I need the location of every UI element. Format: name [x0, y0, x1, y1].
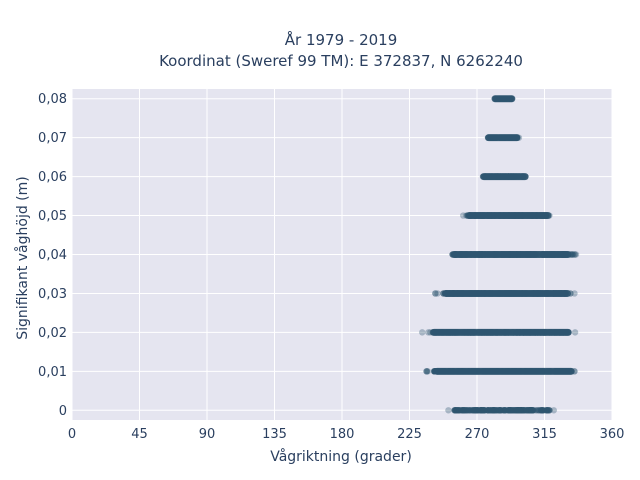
scatter-point	[572, 251, 580, 258]
scatter-point	[515, 407, 523, 414]
scatter-band	[445, 407, 557, 414]
scatter-band	[449, 251, 580, 258]
scatter-point	[523, 407, 530, 414]
x-axis-title: Vågriktning (grader)	[270, 448, 412, 465]
scatter-point	[456, 407, 463, 414]
x-axis-ticks: 0 45 90 135 180 225 270 315 360	[68, 427, 625, 442]
x-tick-label: 270	[465, 427, 490, 442]
scatter-point	[571, 251, 578, 258]
scatter-point	[460, 212, 467, 219]
scatter-band	[423, 367, 578, 375]
scatter-point	[571, 329, 579, 336]
scatter-point	[480, 407, 488, 414]
scatter-band	[484, 134, 523, 142]
y-axis-ticks: 0 0,01 0,02 0,03 0,04 0,05 0,06 0,07 0,08	[38, 92, 67, 419]
scatter-points	[419, 95, 580, 414]
y-tick-label: 0	[59, 404, 67, 419]
x-tick-label: 360	[600, 427, 625, 442]
x-tick-label: 180	[330, 427, 355, 442]
scatter-point	[543, 407, 550, 414]
x-tick-label: 0	[68, 427, 76, 442]
scatter-point	[571, 251, 579, 258]
x-tick-label: 225	[397, 427, 422, 442]
scatter-point	[452, 407, 459, 414]
y-tick-label: 0,03	[38, 287, 67, 302]
y-tick-label: 0,04	[38, 248, 67, 263]
y-tick-label: 0,02	[38, 326, 67, 341]
scatter-point	[504, 407, 511, 414]
scatter-point	[571, 290, 578, 297]
scatter-point	[425, 329, 432, 336]
scatter-point	[423, 368, 431, 375]
y-tick-label: 0,01	[38, 365, 67, 380]
chart-title-line-2: Koordinat (Sweref 99 TM): E 372837, N 62…	[159, 52, 523, 70]
x-tick-label: 45	[131, 427, 148, 442]
chart-title-line-1: År 1979 - 2019	[285, 30, 398, 49]
scatter-band	[491, 95, 516, 103]
scatter-point	[464, 407, 471, 414]
scatter-point	[423, 368, 430, 375]
y-tick-label: 0,05	[38, 209, 67, 224]
y-tick-label: 0,08	[38, 92, 67, 107]
scatter-point	[432, 290, 439, 297]
x-tick-label: 90	[199, 427, 216, 442]
scatter-band	[432, 289, 578, 297]
scatter-point	[529, 407, 536, 414]
scatter-point	[445, 407, 452, 414]
scatter-point	[550, 407, 557, 414]
scatter-band	[479, 173, 529, 181]
scatter-point	[496, 407, 503, 414]
scatter-point	[424, 368, 431, 375]
x-tick-label: 135	[262, 427, 287, 442]
scatter-band	[460, 212, 553, 220]
scatter-band	[419, 328, 579, 336]
x-tick-label: 315	[532, 427, 557, 442]
scatter-point	[569, 251, 577, 258]
scatter-point	[472, 407, 479, 414]
scatter-point	[432, 290, 439, 297]
y-axis-title: Signifikant våghöjd (m)	[14, 176, 31, 339]
y-tick-label: 0,07	[38, 131, 67, 146]
y-tick-label: 0,06	[38, 170, 67, 185]
scatter-point	[487, 407, 495, 414]
scatter-point	[423, 368, 430, 375]
scatter-point	[419, 329, 426, 336]
scatter-point	[434, 290, 441, 297]
